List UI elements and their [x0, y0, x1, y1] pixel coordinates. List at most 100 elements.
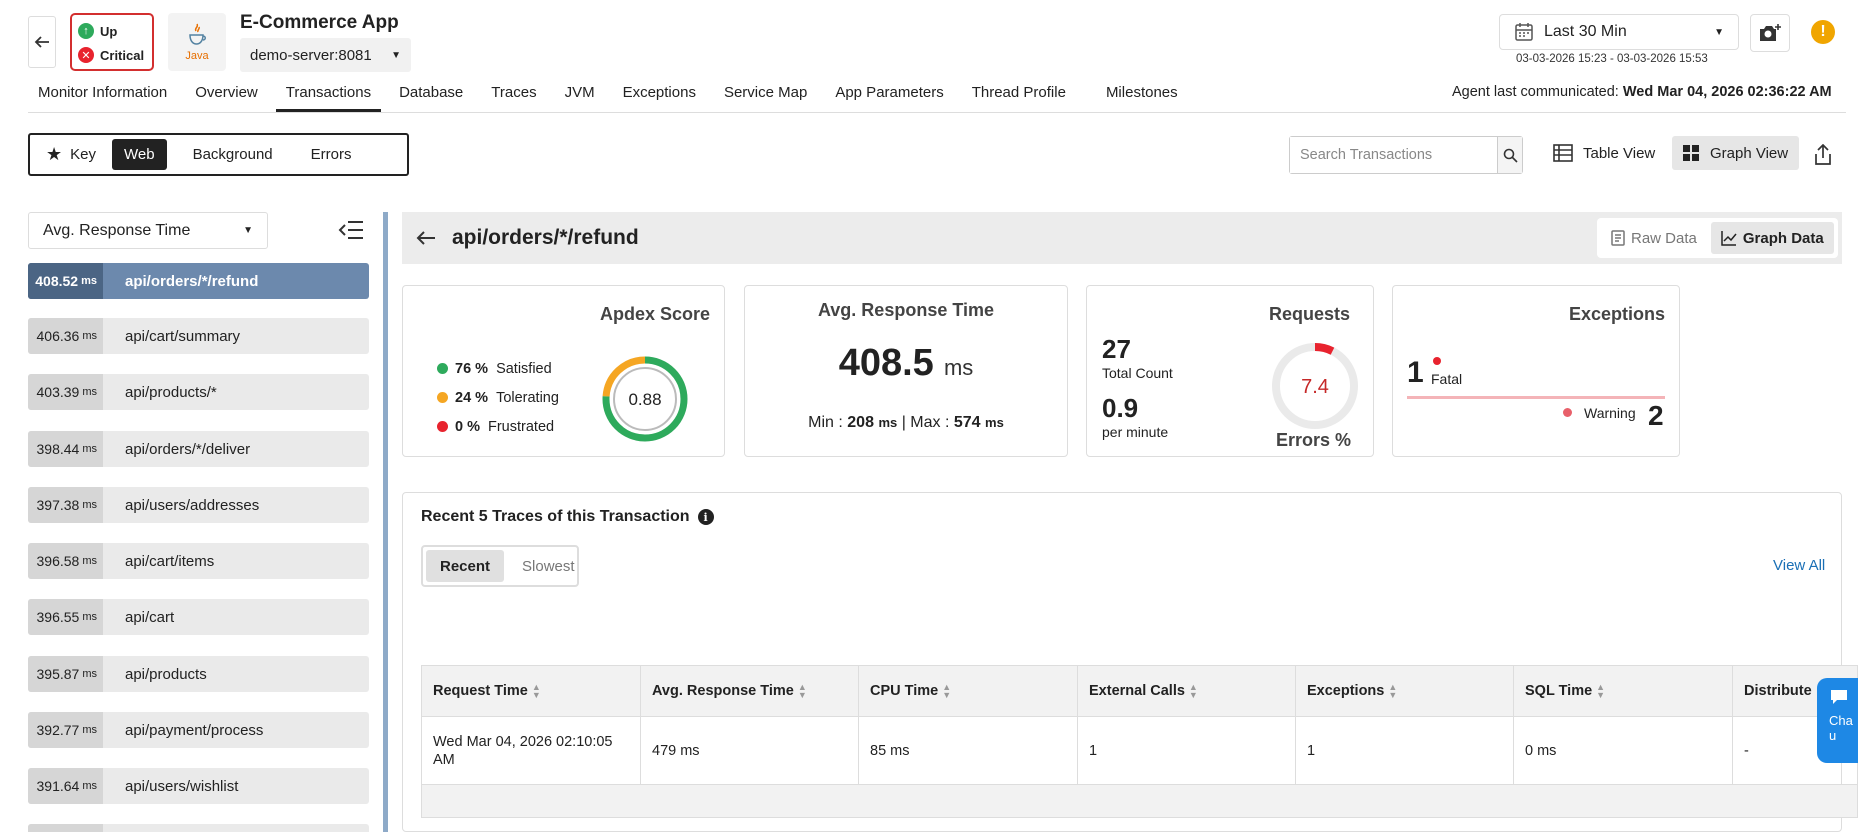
- camera-plus-icon: [1760, 24, 1781, 41]
- tab-jvm[interactable]: JVM: [564, 84, 595, 101]
- graph-data-button[interactable]: Graph Data: [1710, 222, 1834, 254]
- column-header[interactable]: Request Time ▲ ▼: [421, 665, 641, 717]
- status-up-label: Up: [100, 23, 118, 39]
- chat-button[interactable]: Cha u: [1817, 678, 1858, 763]
- transaction-item[interactable]: 396.55 ms api/cart: [28, 599, 369, 635]
- tab-thread-profile[interactable]: Thread Profile: [971, 84, 1066, 101]
- transaction-value: 397.38 ms: [28, 487, 103, 523]
- view-all-link[interactable]: View All: [1773, 557, 1826, 574]
- collapse-menu-icon: [338, 221, 363, 239]
- tab-app-parameters[interactable]: App Parameters: [835, 84, 944, 101]
- transaction-type-toggle: ★ Key Web Background Errors: [28, 133, 409, 176]
- table-footer: [421, 785, 1858, 818]
- star-icon: ★: [46, 144, 63, 164]
- column-header[interactable]: Avg. Response Time ▲ ▼: [640, 665, 859, 717]
- tab-exceptions[interactable]: Exceptions: [622, 84, 696, 101]
- transaction-item[interactable]: 396.58 ms api/cart/items: [28, 543, 369, 579]
- errors-filter-button[interactable]: Errors: [310, 146, 352, 163]
- caret-down-icon: ▼: [391, 49, 401, 61]
- transaction-item[interactable]: 406.36 ms api/cart/summary: [28, 318, 369, 354]
- java-icon: [189, 23, 206, 45]
- raw-data-label: Raw Data: [1631, 229, 1697, 247]
- response-min-max: Min : 208 ms | Max : 574 ms: [808, 414, 1004, 431]
- transaction-item[interactable]: 398.44 ms api/orders/*/deliver: [28, 431, 369, 467]
- search-input[interactable]: [1290, 137, 1497, 173]
- exceptions-title: Exceptions: [1568, 304, 1665, 324]
- server-select[interactable]: demo-server:8081 ▼: [240, 38, 411, 72]
- share-button[interactable]: [1808, 138, 1838, 172]
- collapse-list-button[interactable]: [338, 219, 364, 245]
- time-range-value: Last 30 Min: [1544, 23, 1627, 40]
- app-type-label: Java: [185, 50, 209, 62]
- document-icon: [1611, 230, 1625, 246]
- fatal-count: 1: [1407, 356, 1424, 389]
- transaction-item[interactable]: 397.38 ms api/users/addresses: [28, 487, 369, 523]
- cpu-time-cell: 85 ms: [858, 716, 1078, 785]
- grid-icon: [1683, 145, 1699, 161]
- traces-title-text: Recent 5 Traces of this Transaction: [421, 508, 690, 525]
- agent-time: Wed Mar 04, 2026 02:36:22 AM: [1622, 84, 1832, 100]
- sort-icon: ▲ ▼: [1596, 682, 1606, 701]
- apdex-satisfied: 76 % Satisfied: [437, 354, 559, 383]
- requests-rate-label: per minute: [1102, 424, 1169, 440]
- transaction-item[interactable]: 403.39 ms api/products/*: [28, 374, 369, 410]
- close-circle-icon: ✕: [78, 47, 94, 63]
- slowest-button[interactable]: Slowest: [522, 557, 575, 575]
- tab-traces[interactable]: Traces: [491, 84, 537, 101]
- tab-transactions[interactable]: Transactions: [275, 78, 382, 112]
- response-value: 408.5: [838, 342, 934, 384]
- time-range-select[interactable]: Last 30 Min ▼: [1499, 14, 1739, 50]
- requests-title: Requests: [1268, 304, 1350, 324]
- transaction-item[interactable]: 391.64 ms api/users/wishlist: [28, 768, 369, 804]
- tolerating-dot: [437, 392, 448, 403]
- column-header[interactable]: Exceptions ▲ ▼: [1295, 665, 1514, 717]
- transaction-item[interactable]: 408.52 ms api/orders/*/refund: [28, 263, 369, 299]
- metric-select[interactable]: Avg. Response Time ▼: [28, 212, 268, 249]
- screenshot-button[interactable]: [1750, 14, 1790, 52]
- search-button[interactable]: [1497, 137, 1522, 173]
- apdex-frustrated: 0 % Frustrated: [437, 412, 559, 441]
- web-filter-button[interactable]: Web: [112, 139, 167, 170]
- column-header[interactable]: External Calls ▲ ▼: [1077, 665, 1296, 717]
- transaction-item[interactable]: 395.87 ms api/products: [28, 656, 369, 692]
- key-filter-button[interactable]: ★ Key: [34, 137, 108, 172]
- panel-splitter[interactable]: [383, 212, 388, 832]
- response-title: Avg. Response Time: [817, 300, 995, 320]
- arrow-up-icon: ↑: [78, 23, 94, 39]
- arrow-left-icon[interactable]: [416, 230, 436, 246]
- column-header[interactable]: CPU Time ▲ ▼: [858, 665, 1078, 717]
- response-unit: ms: [943, 355, 974, 380]
- transaction-item[interactable]: 392.77 ms api/payment/process: [28, 712, 369, 748]
- tab-overview[interactable]: Overview: [195, 84, 258, 101]
- main-nav: Monitor Information Overview Transaction…: [28, 78, 1196, 112]
- transaction-value: 391.64 ms: [28, 768, 103, 804]
- time-range-detail: 03-03-2026 15:23 - 03-03-2026 15:53: [1516, 53, 1708, 65]
- recent-button[interactable]: Recent: [426, 550, 505, 582]
- alert-icon[interactable]: !: [1811, 20, 1835, 44]
- tab-database[interactable]: Database: [399, 84, 464, 101]
- status-critical-label: Critical: [100, 47, 145, 63]
- search-transactions: [1289, 136, 1523, 174]
- requests-rate: 0.9: [1102, 393, 1139, 423]
- back-button[interactable]: [28, 16, 56, 68]
- table-view-button[interactable]: Table View: [1543, 136, 1665, 170]
- column-header[interactable]: SQL Time ▲ ▼: [1513, 665, 1733, 717]
- graph-data-label: Graph Data: [1742, 229, 1824, 247]
- transaction-value: 396.55 ms: [28, 599, 103, 635]
- graph-view-button[interactable]: Graph View: [1672, 136, 1799, 170]
- transaction-value: 396.58 ms: [28, 543, 103, 579]
- apdex-tolerating: 24 % Tolerating: [437, 383, 559, 412]
- background-filter-button[interactable]: Background: [192, 146, 273, 163]
- table-row[interactable]: Wed Mar 04, 2026 02:10:05 AM 479 ms 85 m…: [421, 716, 1858, 785]
- transaction-value: 392.77 ms: [28, 712, 103, 748]
- tab-service-map[interactable]: Service Map: [723, 84, 808, 101]
- tab-milestones[interactable]: Milestones: [1105, 84, 1178, 101]
- transaction-item-partial[interactable]: [28, 824, 369, 832]
- raw-data-button[interactable]: Raw Data: [1601, 222, 1707, 254]
- app-title: E-Commerce App: [240, 12, 399, 33]
- status-box[interactable]: ↑ Up ✕ Critical: [70, 13, 154, 71]
- exceptions-cell: 1: [1295, 716, 1514, 785]
- tab-monitor-information[interactable]: Monitor Information: [38, 84, 168, 101]
- transaction-name: api/orders/*/refund: [125, 272, 259, 290]
- info-icon[interactable]: i: [697, 509, 714, 525]
